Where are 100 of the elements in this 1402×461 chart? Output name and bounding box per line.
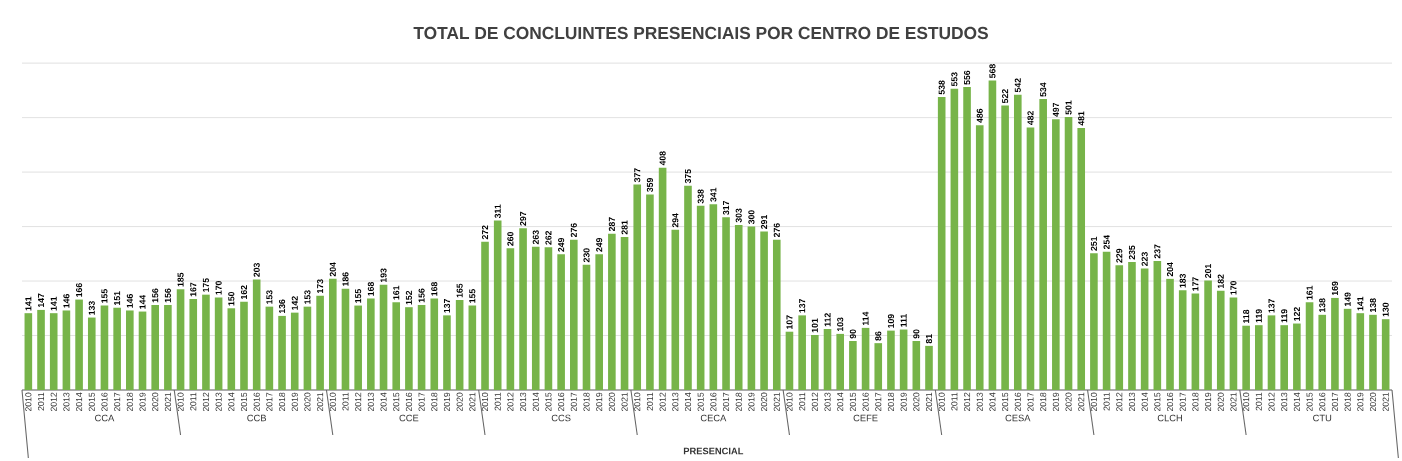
- data-label: 249: [596, 237, 603, 252]
- x-tick-label: 2011: [342, 392, 349, 411]
- data-label: 186: [342, 272, 349, 286]
- x-tick-label: 2012: [355, 392, 362, 412]
- data-label: 90: [913, 329, 920, 339]
- x-tick-label: 2012: [964, 392, 971, 412]
- x-tick-label: 2014: [532, 392, 539, 412]
- data-label: 168: [367, 282, 374, 296]
- x-tick-label: 2018: [583, 392, 590, 412]
- bar: [963, 87, 971, 390]
- x-tick-label: 2021: [317, 392, 324, 412]
- bar: [151, 305, 159, 390]
- x-tick-label: 2020: [761, 392, 768, 412]
- bar: [392, 302, 401, 390]
- x-tick-label: 2015: [240, 392, 248, 412]
- bar: [455, 300, 464, 390]
- data-label: 133: [88, 301, 95, 315]
- bar: [252, 279, 261, 390]
- x-tick-label: 2015: [1002, 392, 1009, 412]
- bar: [620, 236, 629, 390]
- bar: [1090, 253, 1098, 390]
- data-label: 276: [570, 223, 577, 238]
- data-label: 153: [266, 290, 273, 304]
- x-tick-label: 2012: [1116, 392, 1123, 412]
- bar: [1267, 315, 1276, 390]
- bar: [734, 224, 743, 390]
- data-label: 155: [469, 289, 476, 303]
- bar: [887, 330, 895, 390]
- bar: [290, 312, 299, 390]
- x-tick-label: 2012: [507, 392, 514, 412]
- x-tick-label: 2013: [976, 392, 983, 412]
- data-label: 156: [152, 288, 159, 303]
- data-label: 534: [1040, 82, 1047, 97]
- bar: [316, 295, 324, 390]
- data-label: 155: [355, 289, 362, 303]
- x-tick-label: 2017: [418, 392, 425, 412]
- data-label: 150: [228, 291, 235, 306]
- x-tick-label: 2019: [748, 392, 755, 412]
- data-label: 556: [964, 70, 971, 85]
- bar: [1064, 117, 1073, 390]
- data-label: 183: [1179, 273, 1186, 288]
- bar: [1242, 325, 1250, 390]
- data-label: 153: [304, 290, 311, 304]
- x-tick-label: 2011: [1255, 392, 1262, 411]
- bar: [278, 315, 286, 390]
- x-tick-label: 2016: [405, 392, 412, 412]
- bar: [557, 254, 565, 390]
- data-label: 497: [1052, 102, 1059, 117]
- bar: [240, 301, 248, 390]
- data-label: 341: [710, 187, 717, 202]
- bar: [379, 284, 388, 390]
- x-tick-label: 2010: [786, 392, 793, 412]
- bar: [836, 333, 845, 390]
- bar: [1102, 251, 1111, 390]
- data-label: 81: [925, 334, 933, 344]
- x-tick-label: 2019: [1052, 392, 1059, 412]
- data-label: 146: [63, 294, 70, 308]
- x-tick-label: 2012: [50, 392, 57, 412]
- bar: [709, 204, 718, 390]
- x-tick-label: 2020: [608, 392, 615, 412]
- x-tick-label: 2019: [291, 392, 298, 412]
- x-tick-label: 2013: [672, 392, 679, 412]
- data-label: 294: [672, 213, 679, 228]
- text: CCS: [551, 414, 571, 422]
- data-label: 408: [659, 151, 666, 166]
- bar: [849, 340, 857, 390]
- bar: [823, 328, 832, 390]
- x-tick-label: 2010: [177, 392, 184, 412]
- bar: [37, 309, 45, 390]
- bar: [1381, 319, 1390, 390]
- x-tick-label: 2020: [913, 392, 920, 412]
- bar: [1305, 302, 1314, 390]
- text: CTU: [1313, 414, 1332, 422]
- data-label: 114: [862, 311, 869, 326]
- bar: [354, 305, 362, 390]
- data-label: 223: [1141, 252, 1148, 266]
- data-label: 151: [114, 291, 121, 305]
- bar: [1039, 99, 1047, 390]
- x-tick-label: 2017: [1331, 392, 1338, 412]
- bar: [544, 247, 553, 390]
- bar: [176, 289, 185, 390]
- data-label: 237: [1154, 244, 1161, 259]
- x-tick-label: 2020: [1217, 392, 1224, 412]
- bar: [861, 327, 870, 390]
- bar: [164, 305, 172, 390]
- x-tick-label: 2017: [875, 392, 882, 412]
- bar: [671, 229, 680, 390]
- bar: [49, 313, 58, 390]
- bar: [189, 299, 198, 390]
- bar: [227, 308, 236, 390]
- data-label: 111: [900, 314, 907, 327]
- data-label: 175: [202, 278, 209, 292]
- bar: [1318, 314, 1327, 390]
- x-tick-label: 2016: [1166, 392, 1174, 412]
- data-label: 167: [190, 282, 197, 297]
- bar: [658, 167, 667, 390]
- data-label: 109: [887, 314, 895, 328]
- bar: [1331, 297, 1339, 390]
- x-tick-label: 2016: [558, 392, 565, 412]
- x-tick-label: 2010: [1243, 392, 1250, 412]
